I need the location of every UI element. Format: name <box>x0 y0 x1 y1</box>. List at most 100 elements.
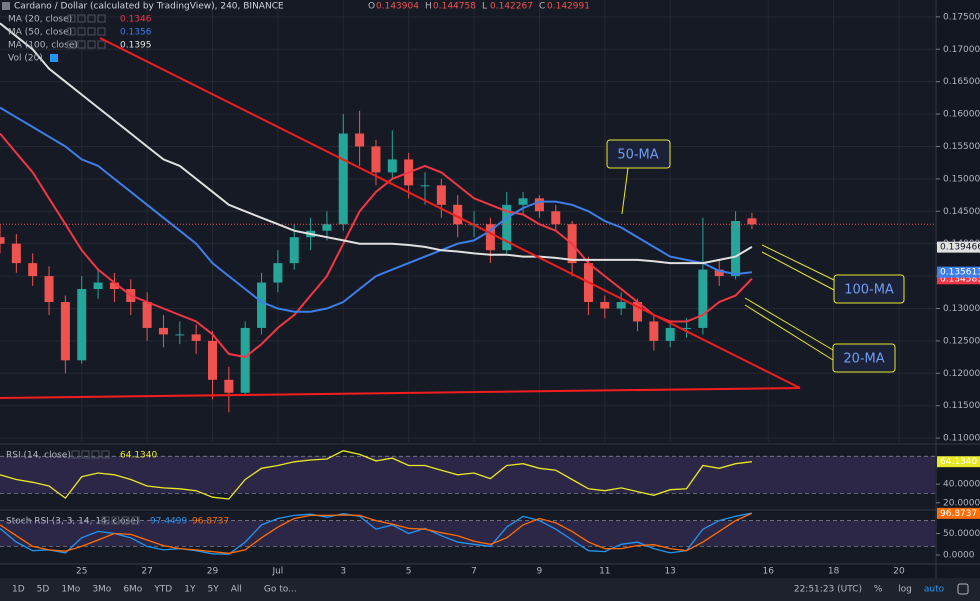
range-button[interactable]: 5Y <box>207 585 219 595</box>
legend-value: 64.1340 <box>120 451 157 461</box>
series-line <box>0 512 753 554</box>
scale-option[interactable]: auto <box>924 585 945 595</box>
legend-icon[interactable] <box>81 450 90 459</box>
legend-icon[interactable] <box>67 27 76 36</box>
settings-button[interactable] <box>957 583 969 595</box>
legend-name: MA (100, close) <box>8 41 78 51</box>
x-tick-label: 11 <box>599 567 610 577</box>
candle-body <box>338 133 348 225</box>
range-button[interactable]: All <box>231 585 242 595</box>
range-button[interactable]: 5D <box>37 585 50 595</box>
toolbar: 1D 5D 1Mo 3Mo 6Mo YTD 1Y 5Y All Go to... 22:51:23 … <box>12 583 969 595</box>
candle-body <box>142 302 152 328</box>
legend-icon[interactable] <box>97 40 106 49</box>
x-tick-label: 18 <box>828 567 840 577</box>
candle-body <box>731 221 741 277</box>
callout-pointer <box>621 167 629 215</box>
scale-option[interactable]: log <box>898 585 912 595</box>
candle-body <box>534 198 544 212</box>
legend-icon[interactable] <box>77 27 86 36</box>
callout-pointer <box>744 304 834 361</box>
legend-icon[interactable] <box>71 450 80 459</box>
legend-icon[interactable] <box>101 516 110 525</box>
x-tick-label: 29 <box>207 567 219 577</box>
candle-body <box>551 211 561 225</box>
range-button[interactable]: 6Mo <box>123 585 142 595</box>
candle-body <box>60 302 70 361</box>
y-tick-label: 40.0000 <box>943 480 980 490</box>
bottom-toolbar <box>0 578 980 601</box>
legend-value: 96.8737 <box>192 517 229 527</box>
legend-icon[interactable] <box>87 40 96 49</box>
callout-pointer <box>761 244 835 281</box>
series-line <box>0 450 752 500</box>
candle-body <box>420 185 430 187</box>
legend-icon[interactable] <box>87 27 96 36</box>
candle-body <box>355 133 365 147</box>
candle-body <box>44 276 54 303</box>
range-button[interactable]: 3Mo <box>92 585 111 595</box>
legend-icon[interactable] <box>101 450 110 459</box>
ohlc-value: 0.144758 <box>433 2 476 12</box>
series-line <box>0 132 753 359</box>
x-tick-label: 9 <box>537 567 543 577</box>
symbol-title: Cardano / Dollar (calculated by TradingV… <box>14 2 284 12</box>
x-tick-label: 3 <box>340 567 346 577</box>
indicator-title: Stoch RSI (3, 3, 14, 14, close) <box>6 517 139 527</box>
callout-pointer <box>744 297 834 351</box>
legend-icon[interactable] <box>77 40 86 49</box>
candle-body <box>191 334 201 341</box>
range-button[interactable]: YTD <box>153 585 172 595</box>
candle-body <box>485 224 495 251</box>
range-button[interactable]: 1Y <box>184 585 196 595</box>
ohlc-value: 0.143904 <box>376 2 419 12</box>
legend-icon[interactable] <box>97 27 106 36</box>
settings-icon[interactable] <box>50 54 58 62</box>
legend-icon[interactable] <box>67 14 76 23</box>
candle-body <box>240 327 250 393</box>
legend-name: MA (20, close) <box>8 15 72 25</box>
legend-icon[interactable] <box>67 40 76 49</box>
symbol-icon[interactable] <box>2 2 10 10</box>
range-button[interactable]: 1D <box>12 585 25 595</box>
legend-icon[interactable] <box>77 14 86 23</box>
y-tick-label: 20.0000 <box>943 498 980 508</box>
x-tick-label: 16 <box>763 567 775 577</box>
band <box>0 520 935 547</box>
candle-body <box>289 237 299 264</box>
goto-button[interactable]: Go to... <box>264 585 297 595</box>
legend-icon[interactable] <box>131 516 140 525</box>
y-tick-label: 0.0000 <box>943 551 975 561</box>
candle-body <box>436 185 446 205</box>
ohlc-value: 0.142267 <box>490 2 533 12</box>
price-tag-label: 96.8737 <box>940 509 977 519</box>
legend-icon[interactable] <box>97 14 106 23</box>
candle-body <box>518 198 528 205</box>
range-button[interactable]: 1Mo <box>61 585 80 595</box>
price-tag <box>937 273 980 285</box>
legend-icon[interactable] <box>121 516 130 525</box>
trend-line <box>0 387 801 399</box>
candle-body <box>257 282 267 328</box>
series-line <box>0 512 753 555</box>
price-tag <box>937 266 980 278</box>
legend-icon[interactable] <box>111 516 120 525</box>
legend-value: 0.1356 <box>120 28 152 38</box>
candle-body <box>600 302 610 309</box>
candle-body <box>371 146 381 173</box>
ohlc-key: L <box>482 2 487 12</box>
band <box>0 456 935 494</box>
callout-pointer <box>761 251 835 291</box>
legend-icon[interactable] <box>87 14 96 23</box>
legend-icon[interactable] <box>91 450 100 459</box>
scale-option[interactable]: % <box>874 585 883 595</box>
